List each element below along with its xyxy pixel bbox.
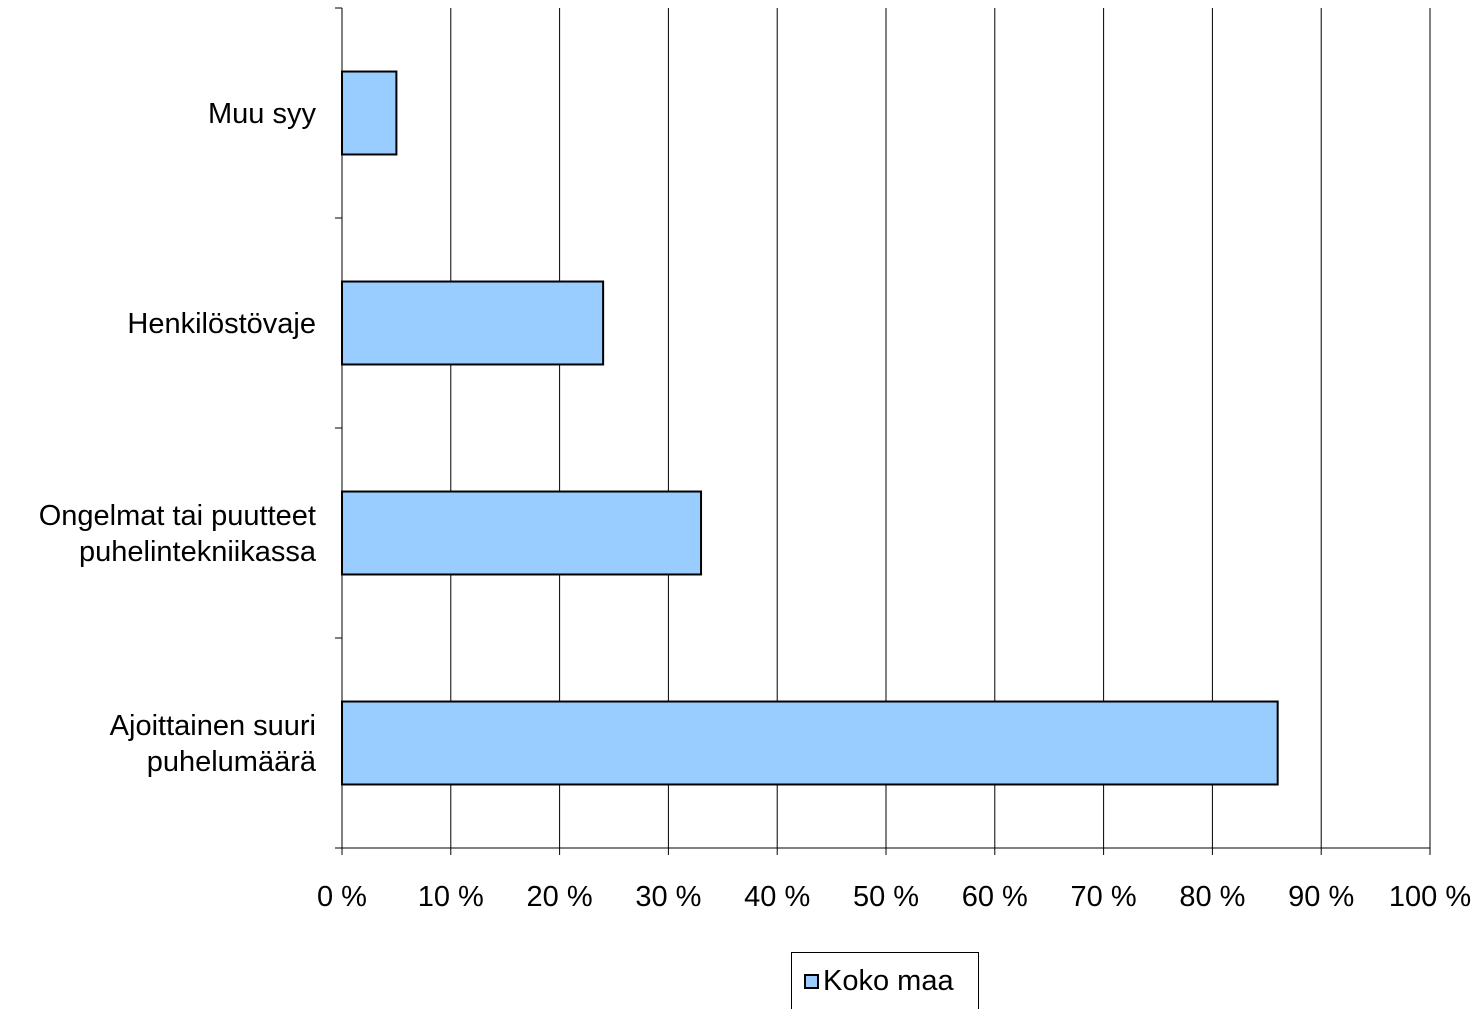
x-tick-label: 30 % (635, 881, 701, 913)
x-tick-label: 20 % (527, 881, 593, 913)
x-tick-label: 0 % (317, 881, 367, 913)
x-tick-label: 50 % (853, 881, 919, 913)
x-tick-label: 90 % (1288, 881, 1354, 913)
y-category-label: Ajoittainen suuri (110, 710, 316, 742)
legend-swatch (804, 973, 819, 989)
x-tick-label: 70 % (1071, 881, 1137, 913)
bar (341, 490, 703, 576)
bar (341, 70, 398, 156)
y-category-label: Henkilöstövaje (127, 308, 316, 340)
x-tick-label: 80 % (1179, 881, 1245, 913)
y-category-label: Muu syy (208, 98, 316, 130)
legend: Koko maa (791, 952, 979, 1009)
legend-label: Koko maa (823, 964, 954, 997)
y-category-label: puhelintekniikassa (79, 536, 317, 568)
bar (341, 700, 1279, 786)
y-category-label: Ongelmat tai puutteet (39, 500, 316, 532)
x-tick-label: 40 % (744, 881, 810, 913)
bar (341, 280, 605, 366)
y-category-label: puhelumäärä (147, 746, 317, 778)
x-tick-label: 100 % (1389, 881, 1471, 913)
x-tick-label: 60 % (962, 881, 1028, 913)
x-tick-label: 10 % (418, 881, 484, 913)
bar-chart: 0 % 10 % 20 % 30 % 40 % 50 % 60 % 70 % 80 % 90 % 1… (39, 7, 1471, 913)
